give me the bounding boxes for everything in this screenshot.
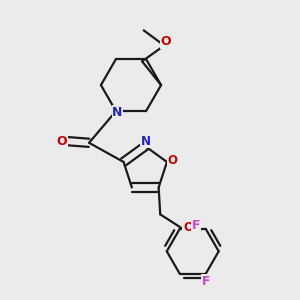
Text: O: O — [56, 135, 67, 148]
Text: O: O — [183, 220, 193, 233]
Text: F: F — [202, 275, 211, 288]
Text: O: O — [160, 35, 171, 48]
Text: F: F — [192, 219, 200, 232]
Text: O: O — [168, 154, 178, 167]
Text: N: N — [141, 135, 151, 148]
Text: N: N — [112, 106, 123, 119]
